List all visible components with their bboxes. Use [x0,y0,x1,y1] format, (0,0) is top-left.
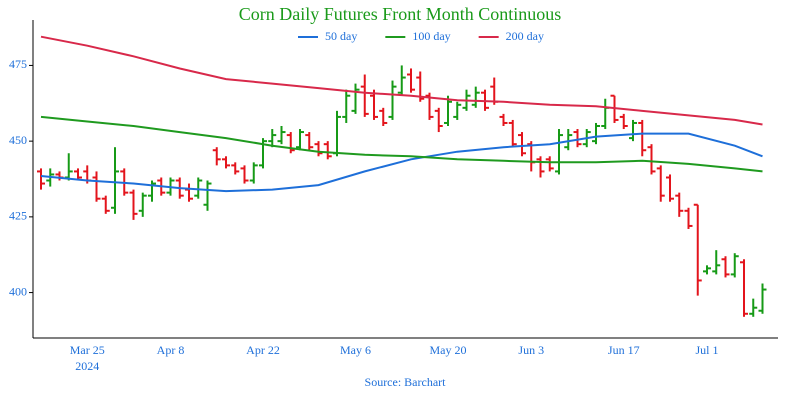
legend-label: 200 day [506,29,544,43]
x-tick-label: May 20 [430,343,467,357]
moving-average-line [40,132,763,193]
chart-title: Corn Daily Futures Front Month Continuou… [239,4,562,24]
legend-label: 50 day [325,29,357,43]
y-tick-label: 450 [9,133,27,147]
moving-average-line [40,115,763,173]
x-tick-label: Apr 22 [246,343,280,357]
moving-average-line [40,35,763,126]
y-tick-label: 475 [9,57,27,71]
legend-label: 100 day [412,29,450,43]
x-tick-label: May 6 [340,343,371,357]
x-tick-label: Mar 25 [70,343,105,357]
x-tick-label: Apr 8 [157,343,185,357]
x-tick-label: Jul 1 [695,343,718,357]
y-tick-label: 425 [9,209,27,223]
x-tick-label: Jun 3 [518,343,544,357]
x-tick-label: Jun 17 [608,343,640,357]
x-year-label: 2024 [75,359,99,373]
y-tick-label: 400 [9,284,27,298]
source-note: Source: Barchart [365,375,447,389]
